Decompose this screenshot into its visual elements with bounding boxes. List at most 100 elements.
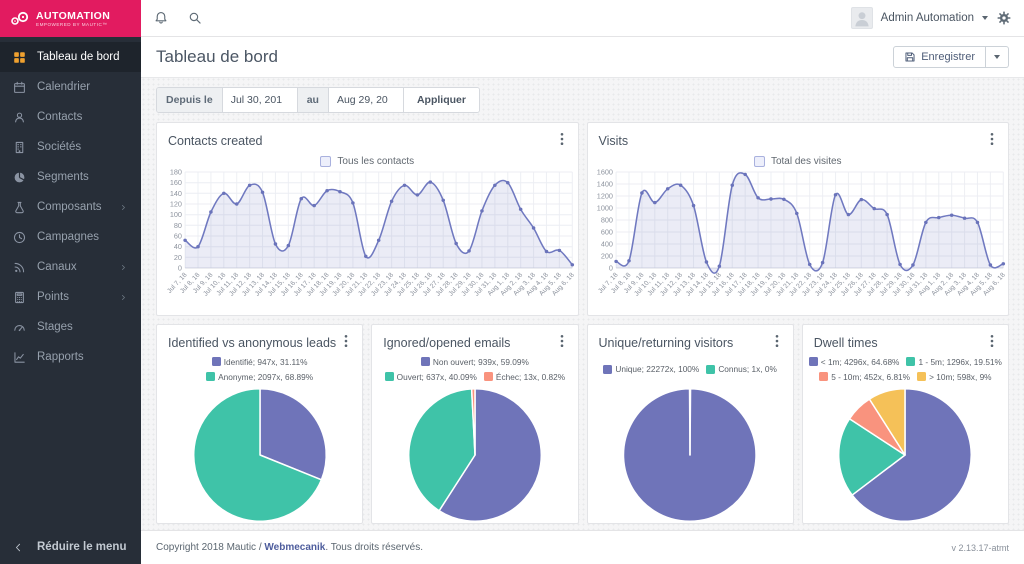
chart-legend: Non ouvert; 939x, 59.09% Ouvert; 637x, 40… — [372, 355, 577, 383]
angle-left-icon — [13, 540, 27, 554]
legend-swatch — [206, 372, 215, 381]
automation-gears-icon — [9, 9, 31, 29]
user-name: Admin Automation — [881, 12, 974, 24]
sidebar-item-label: Contacts — [37, 111, 82, 123]
svg-text:20: 20 — [174, 254, 182, 262]
user-menu[interactable]: Admin Automation — [851, 7, 988, 29]
sidebar-collapse-menu-button[interactable]: Réduire le menu — [0, 530, 141, 564]
search-button[interactable] — [188, 11, 202, 25]
sidebar-item-components[interactable]: Composants — [0, 192, 141, 222]
sidebar-item-segments[interactable]: Segments — [0, 162, 141, 192]
line-chart: Jul 7, 18Jul 8, 18Jul 9, 18Jul 10, 18Jul… — [588, 169, 1009, 307]
floppy-icon — [904, 51, 916, 63]
kebab-icon — [990, 132, 994, 149]
sidebar-item-reports[interactable]: Rapports — [0, 342, 141, 372]
sidebar-item-dashboard[interactable]: Tableau de bord — [0, 42, 141, 72]
sidebar-item-calendar[interactable]: Calendrier — [0, 72, 141, 102]
card-menu-button[interactable] — [772, 333, 782, 352]
date-to-input[interactable] — [329, 88, 403, 112]
calculator-icon — [13, 290, 27, 304]
sidebar-item-label: Stages — [37, 321, 73, 333]
notifications-bell-button[interactable] — [154, 11, 168, 25]
card-menu-button[interactable] — [341, 333, 351, 352]
sidebar-item-contacts[interactable]: Contacts — [0, 102, 141, 132]
kebab-icon — [775, 334, 779, 351]
legend-item[interactable]: 1 - 5m; 1296x, 19.51% — [906, 357, 1001, 367]
sidebar-item-stages[interactable]: Stages — [0, 312, 141, 342]
sidebar-item-label: Rapports — [37, 351, 84, 363]
webmecanik-link[interactable]: Webmecanik — [264, 542, 325, 553]
svg-text:1000: 1000 — [596, 205, 612, 213]
sidebar-item-label: Calendrier — [37, 81, 90, 93]
svg-text:600: 600 — [600, 229, 612, 237]
legend-item[interactable]: Non ouvert; 939x, 59.09% — [421, 357, 529, 367]
date-to-label: au — [297, 88, 329, 112]
kebab-icon — [560, 132, 564, 149]
sidebar-item-label: Segments — [37, 171, 89, 183]
chart-legend-item[interactable]: Tous les contacts — [157, 153, 578, 169]
card-title: Unique/returning visitors — [599, 336, 734, 350]
legend-checkbox — [320, 156, 331, 167]
card-title: Ignored/opened emails — [383, 336, 510, 350]
card-title: Identified vs anonymous leads — [168, 336, 336, 350]
content: Tableau de bord Enregistrer Depuis le au — [141, 37, 1024, 530]
legend-item[interactable]: < 1m; 4296x, 64.68% — [809, 357, 900, 367]
sidebar-item-label: Points — [37, 291, 69, 303]
save-dropdown-button[interactable] — [986, 46, 1009, 68]
card-menu-button[interactable] — [557, 333, 567, 352]
chart-icon — [13, 350, 27, 364]
chart-legend: < 1m; 4296x, 64.68% 1 - 5m; 1296x, 19.51%… — [803, 355, 1008, 383]
chevron-right-icon — [119, 292, 128, 303]
pie-chart — [405, 385, 545, 524]
sidebar-item-campaigns[interactable]: Campagnes — [0, 222, 141, 252]
footer: Copyright 2018 Mautic / Webmecanik. Tous… — [141, 530, 1024, 564]
brand-name: AUTOMATION — [36, 11, 110, 22]
legend-swatch — [809, 357, 818, 366]
svg-text:140: 140 — [170, 190, 182, 198]
card-menu-button[interactable] — [557, 131, 567, 150]
card-menu-button[interactable] — [987, 333, 997, 352]
calendar-icon — [13, 80, 27, 94]
svg-text:400: 400 — [600, 241, 612, 249]
pie-chart — [620, 385, 760, 524]
sidebar-item-points[interactable]: Points — [0, 282, 141, 312]
sidebar-item-channels[interactable]: Canaux — [0, 252, 141, 282]
legend-item[interactable]: Identifié; 947x, 31.11% — [212, 357, 308, 367]
brand-tagline: EMPOWERED BY MAUTIC™ — [36, 22, 110, 27]
legend-swatch — [906, 357, 915, 366]
date-range-filter: Depuis le au Appliquer — [156, 87, 480, 113]
dashboard-icon — [13, 50, 27, 64]
chart-legend-item[interactable]: Total des visites — [588, 153, 1009, 169]
sidebar-item-companies[interactable]: Sociétés — [0, 132, 141, 162]
chart-legend: Identifié; 947x, 31.11% Anonyme; 2097x, 6… — [157, 355, 362, 383]
topbar: Admin Automation — [141, 0, 1024, 37]
svg-text:1400: 1400 — [596, 181, 612, 189]
date-from-label: Depuis le — [157, 88, 223, 112]
svg-text:1200: 1200 — [596, 193, 612, 201]
legend-swatch — [706, 365, 715, 374]
legend-item[interactable]: Ouvert; 637x, 40.09% — [385, 372, 477, 382]
apply-button[interactable]: Appliquer — [403, 88, 479, 112]
date-from-input[interactable] — [223, 88, 297, 112]
save-button[interactable]: Enregistrer — [893, 46, 986, 68]
unique-returning-visitors-card: Unique/returning visitors Unique; 22272x… — [587, 324, 794, 524]
svg-text:800: 800 — [600, 217, 612, 225]
settings-gear-button[interactable] — [997, 11, 1011, 25]
legend-item[interactable]: > 10m; 598x, 9% — [917, 372, 992, 382]
chevron-right-icon — [119, 202, 128, 213]
brand-logo[interactable]: AUTOMATION EMPOWERED BY MAUTIC™ — [0, 0, 141, 37]
svg-text:60: 60 — [174, 233, 182, 241]
kebab-icon — [990, 334, 994, 351]
legend-swatch — [917, 372, 926, 381]
legend-item[interactable]: Connus; 1x, 0% — [706, 364, 777, 374]
sidebar-nav: Tableau de bord Calendrier Contacts Soci… — [0, 37, 141, 528]
card-menu-button[interactable] — [987, 131, 997, 150]
legend-item[interactable]: Anonyme; 2097x, 68.89% — [206, 372, 313, 382]
svg-text:120: 120 — [170, 201, 182, 209]
legend-item[interactable]: Échec; 13x, 0.82% — [484, 372, 565, 382]
legend-item[interactable]: 5 - 10m; 452x, 6.81% — [819, 372, 910, 382]
legend-item[interactable]: Unique; 22272x, 100% — [603, 364, 699, 374]
sidebar: AUTOMATION EMPOWERED BY MAUTIC™ Tableau … — [0, 0, 141, 564]
kebab-icon — [344, 334, 348, 351]
svg-text:0: 0 — [608, 265, 612, 273]
